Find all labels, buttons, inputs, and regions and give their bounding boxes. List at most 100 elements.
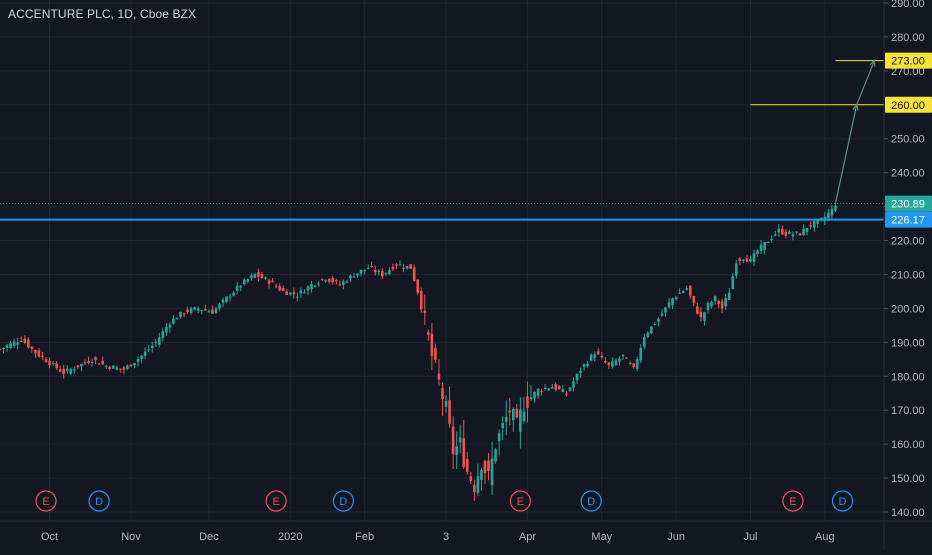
candle-body [150,345,154,349]
candle-body [788,231,791,234]
candle-body [23,338,27,343]
candle-body [214,308,218,313]
candle-body [122,367,126,370]
price-label-bg-support [885,211,932,228]
candle-body [462,438,466,468]
candle-body [703,312,706,321]
y-tick-label: 180.00 [891,371,925,383]
earnings-marker[interactable] [782,490,804,512]
candle-body [55,363,58,369]
candle-body [681,291,685,293]
candle-body [267,280,271,284]
candle-body [274,285,278,287]
x-tick-label: Nov [121,531,141,543]
candle-body [87,361,90,364]
dividend-marker[interactable] [88,490,110,512]
candle-layer [0,201,837,501]
candle-body [497,432,501,441]
candle-body [165,327,168,333]
candle-body [798,233,802,236]
candle-body [204,308,207,311]
candle-body [41,355,44,358]
candle-body [770,238,774,240]
candle-body [526,396,529,408]
candle-body [575,373,579,381]
candle-body [126,365,129,369]
y-tick-label: 170.00 [891,405,925,417]
candle-body [660,313,664,316]
y-tick-label: 150.00 [891,473,925,485]
dividend-marker-label: D [839,496,847,508]
candle-body [58,369,62,372]
price-label-layer: 273.00 260.00 230.89 226.17 [885,52,932,228]
candle-body [34,349,37,354]
candle-body [409,264,412,269]
candle-body [550,387,554,389]
candle-body [271,280,274,283]
candle-body [44,359,48,363]
candle-body [766,241,770,243]
earnings-marker[interactable] [265,490,287,512]
candle-body [73,369,76,371]
candle-body [756,250,759,254]
price-label-bg-target [885,96,932,113]
x-tick-label: Jul [743,531,757,543]
candle-body [664,307,667,313]
candle-body [763,242,766,250]
candle-body [65,368,69,371]
candle-body [554,384,558,390]
dividend-marker[interactable] [580,490,602,512]
candle-body [83,362,87,364]
candle-body [657,318,660,322]
candle-body [108,366,112,370]
candle-body [706,302,710,311]
price-label-target: 273.00 [891,56,925,68]
candle-body [834,205,837,211]
candle-body [781,229,784,235]
candle-body [158,337,161,345]
dividend-marker[interactable] [831,490,854,512]
candle-body [12,341,16,346]
candle-body [296,296,299,298]
candle-body [0,348,2,350]
dividend-marker-label: D [339,496,347,508]
candle-body [678,293,681,295]
candle-body [80,363,83,367]
time-axis[interactable]: Oct Nov Dec 2020 Feb 3 Apr May Jun Jul Aug [41,531,835,543]
candle-body [175,318,179,320]
candle-body [207,311,211,313]
candle-body [458,437,462,443]
candle-body [76,365,80,368]
candle-body [805,228,809,232]
candle-body [720,301,724,309]
candle-body [611,361,614,367]
candle-body [515,408,519,418]
candle-body [30,346,34,349]
earnings-marker[interactable] [35,490,57,512]
dividend-marker[interactable] [332,490,354,512]
candle-body [543,387,547,389]
candle-body [101,360,104,365]
candle-body [582,364,586,368]
candle-body [384,272,388,274]
candle-body [232,292,235,296]
candle-body [735,263,738,276]
candle-body [161,331,165,338]
candle-body [310,284,313,290]
candle-body [646,332,650,337]
candle-body [9,343,12,349]
candle-body [225,296,228,303]
candle-body [51,362,55,364]
candle-body [143,351,147,356]
candle-body [94,357,97,361]
candle-body [802,228,805,236]
candle-body [731,276,735,290]
y-tick-label: 280.00 [891,32,925,44]
candle-body [745,258,749,262]
candle-body [5,345,9,348]
y-tick-label: 140.00 [891,507,925,519]
earnings-marker[interactable] [509,490,531,512]
candle-body [508,411,512,413]
